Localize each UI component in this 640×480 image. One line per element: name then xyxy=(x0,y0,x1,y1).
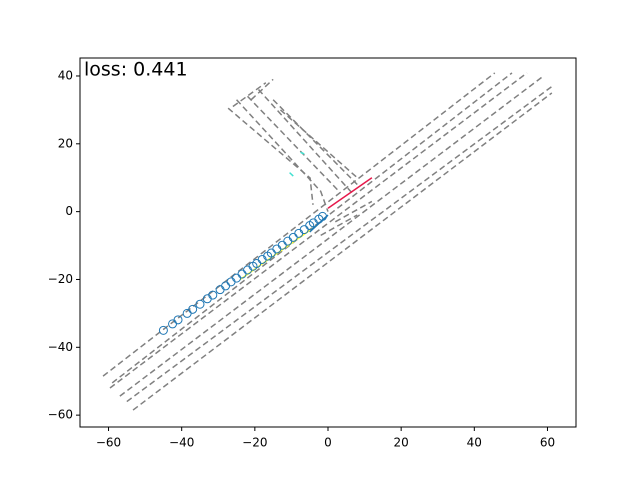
lane xyxy=(126,85,553,403)
trajectory-point xyxy=(272,244,282,254)
y-tick-label: −40 xyxy=(48,340,73,354)
lane xyxy=(132,92,553,411)
loss-annotation: loss: 0.441 xyxy=(84,59,188,81)
trajectory-point xyxy=(277,240,287,250)
trajectory-point xyxy=(208,290,218,300)
trajectory-point xyxy=(232,273,242,283)
x-tick-label: 0 xyxy=(324,436,332,450)
trajectory-point xyxy=(202,294,212,304)
lane xyxy=(246,95,340,192)
plot-frame xyxy=(79,57,577,428)
lane xyxy=(272,99,358,186)
y-tick-label: 0 xyxy=(65,204,73,218)
trajectory-point xyxy=(188,304,198,314)
x-tick-label: 20 xyxy=(394,436,409,450)
lane xyxy=(320,214,358,237)
trajectory-point xyxy=(226,277,236,287)
trajectory-point xyxy=(215,285,225,295)
lane xyxy=(227,107,314,205)
lane xyxy=(232,82,267,108)
trajectory-point xyxy=(318,211,328,221)
y-tick-label: −60 xyxy=(48,408,73,422)
y-tick-label: −20 xyxy=(48,272,73,286)
lane xyxy=(250,78,274,101)
x-tick-label: 40 xyxy=(467,436,482,450)
trajectory-point xyxy=(294,228,304,238)
x-tick-label: −20 xyxy=(242,436,267,450)
trajectory-point xyxy=(168,319,178,329)
trajectory-point xyxy=(195,299,205,309)
trajectory-point xyxy=(173,315,183,325)
track xyxy=(327,177,373,209)
lane xyxy=(257,89,355,196)
trajectory-point xyxy=(237,269,247,279)
y-tick-label: 20 xyxy=(58,136,73,150)
track xyxy=(289,172,294,177)
lane xyxy=(236,99,329,212)
lane xyxy=(334,200,373,223)
track xyxy=(300,151,305,155)
lane xyxy=(109,72,528,389)
lane xyxy=(279,109,358,179)
x-tick-label: 60 xyxy=(540,436,555,450)
trajectory-point xyxy=(299,225,309,235)
lane xyxy=(119,75,544,397)
trajectory-point xyxy=(221,281,231,291)
x-tick-label: −40 xyxy=(169,436,194,450)
trajectory-point xyxy=(243,265,253,275)
trajectory-point xyxy=(158,325,168,335)
lane xyxy=(102,72,496,377)
y-tick-label: 40 xyxy=(58,68,73,82)
trajectory-point xyxy=(288,232,298,242)
x-tick-label: −60 xyxy=(96,436,121,450)
trajectory-point xyxy=(283,236,293,246)
